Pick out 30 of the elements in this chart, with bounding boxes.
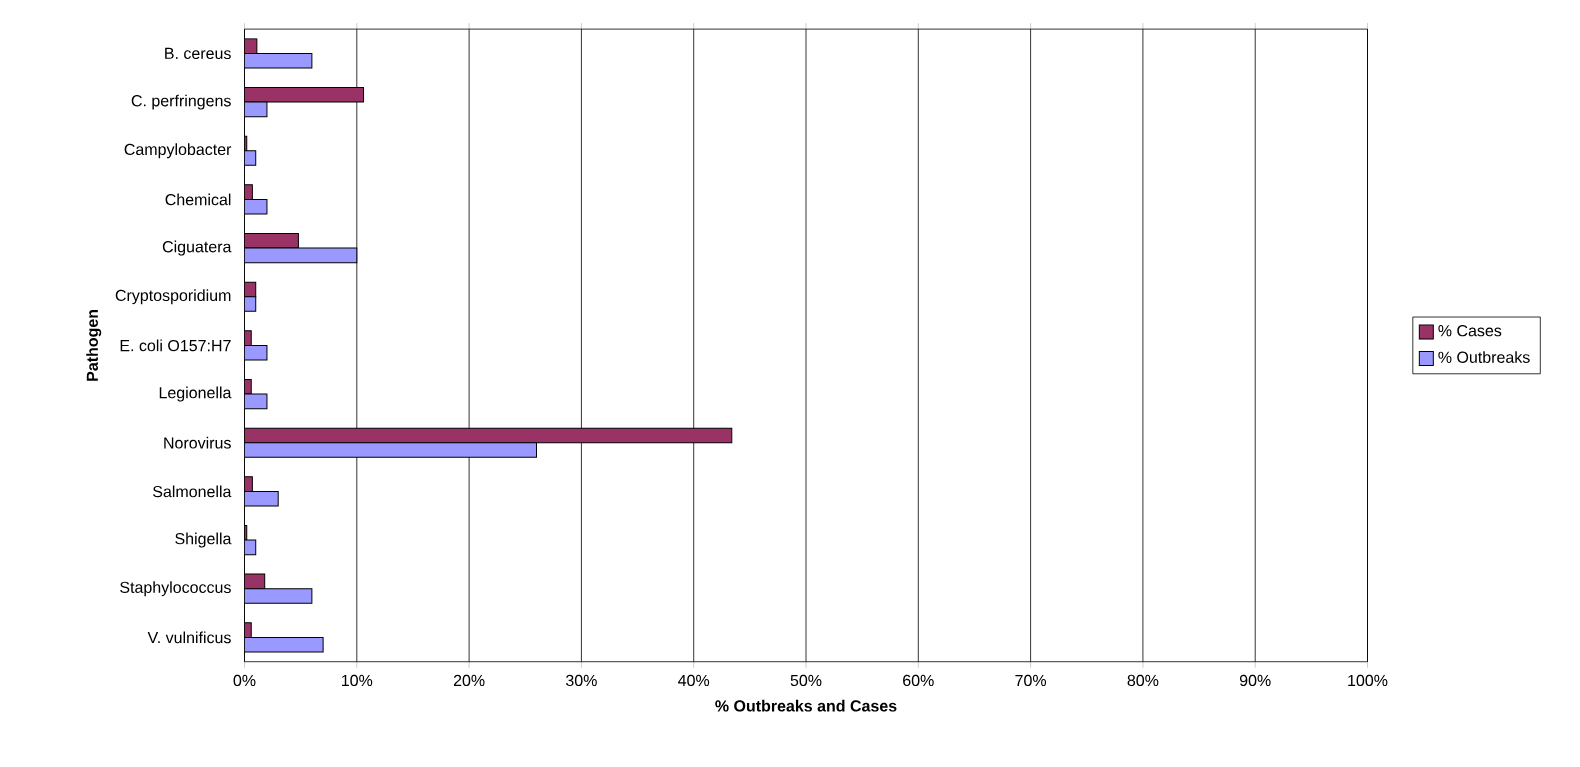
y-tick-label: Legionella bbox=[159, 386, 232, 402]
legend-label: % Cases bbox=[1438, 325, 1502, 337]
y-tick-label: Norovirus bbox=[164, 436, 231, 449]
y-axis-title: Pathogen bbox=[86, 309, 102, 381]
y-tick-label: E. coli O157:H7 bbox=[120, 339, 231, 352]
bar bbox=[244, 588, 313, 604]
x-tick-label: 100% bbox=[1348, 674, 1388, 687]
y-tick-label: Salmonella bbox=[153, 485, 232, 498]
x-tick-label: 0% bbox=[233, 674, 256, 687]
y-tick-label: Campylobacter bbox=[124, 143, 232, 159]
x-axis-title: % Outbreaks and Cases bbox=[715, 699, 897, 712]
y-tick-label: V. vulnificus bbox=[147, 631, 231, 644]
x-tick-label: 10% bbox=[342, 674, 373, 687]
y-tick-label: Cryptosporidium bbox=[115, 289, 231, 305]
x-tick-label: 50% bbox=[790, 674, 822, 687]
y-tick-label: Staphylococcus bbox=[120, 581, 231, 597]
x-tick-label: 90% bbox=[1239, 674, 1271, 687]
x-tick-label: 40% bbox=[678, 674, 710, 687]
legend-label: % Outbreaks bbox=[1438, 351, 1530, 363]
x-tick-label: 70% bbox=[1015, 674, 1047, 687]
y-tick-label: Ciguatera bbox=[162, 240, 232, 256]
x-tick-label: 20% bbox=[453, 674, 485, 687]
y-tick-label: Chemical bbox=[165, 193, 231, 206]
y-tick-label: Shigella bbox=[175, 532, 232, 548]
x-tick-label: 60% bbox=[903, 674, 934, 687]
y-tick-label: B. cereus bbox=[165, 47, 231, 60]
x-tick-label: 80% bbox=[1127, 674, 1159, 687]
bar bbox=[244, 442, 537, 458]
y-tick-label: C. perfringens bbox=[131, 94, 231, 110]
x-tick-label: 30% bbox=[565, 674, 597, 687]
